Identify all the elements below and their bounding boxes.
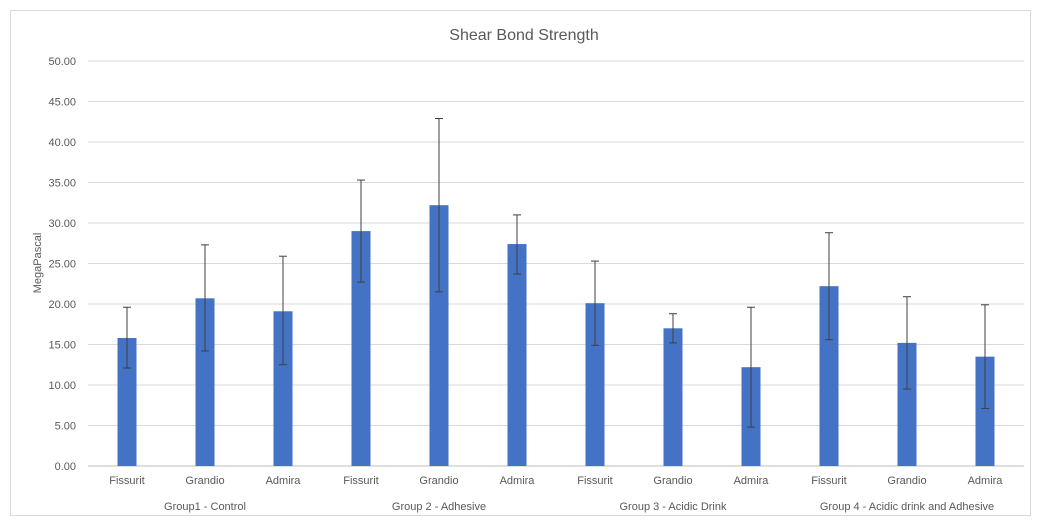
x-category-label: Admira: [968, 475, 1004, 487]
bar: [117, 338, 137, 466]
x-category-label: Grandio: [653, 475, 692, 487]
x-category-label: Fissurit: [343, 475, 378, 487]
y-tick-label: 20.00: [48, 299, 76, 311]
x-category-label: Fissurit: [577, 475, 612, 487]
bar: [195, 298, 215, 466]
y-axis-tick-labels: 0.00 5.00 10.00 15.00 20.00 25.00 30.00 35.00 40…: [48, 56, 76, 473]
x-axis-group-labels: Group1 - Control Group 2 - Adhesive Group …: [164, 501, 994, 513]
bar: [507, 244, 527, 466]
x-category-label: Admira: [734, 475, 770, 487]
bar: [351, 231, 371, 466]
x-category-label: Grandio: [185, 475, 224, 487]
y-tick-label: 50.00: [48, 56, 76, 68]
y-tick-label: 35.00: [48, 178, 76, 190]
x-category-label: Admira: [500, 475, 536, 487]
x-axis-category-labels: Fissurit Grandio Admira Fissurit Grandio Admi…: [109, 475, 1003, 487]
x-category-label: Fissurit: [811, 475, 846, 487]
bar: [897, 342, 917, 466]
x-group-label: Group1 - Control: [164, 501, 246, 513]
bar: [975, 356, 995, 466]
y-tick-label: 30.00: [48, 218, 76, 230]
y-tick-label: 5.00: [55, 421, 76, 433]
bar: [663, 328, 683, 466]
x-group-label: Group 2 - Adhesive: [392, 501, 486, 513]
y-tick-label: 15.00: [48, 340, 76, 352]
bar: [585, 303, 605, 466]
bars: [117, 205, 995, 466]
y-axis-title: MegaPascal: [32, 233, 44, 294]
x-group-label: Group 4 - Acidic drink and Adhesive: [820, 501, 994, 513]
x-category-label: Fissurit: [109, 475, 144, 487]
chart-title: Shear Bond Strength: [449, 27, 598, 44]
y-tick-label: 45.00: [48, 97, 76, 109]
error-bars: [123, 118, 989, 428]
x-group-label: Group 3 - Acidic Drink: [620, 501, 727, 513]
gridlines: [88, 60, 1024, 467]
x-category-label: Admira: [266, 475, 302, 487]
y-tick-label: 0.00: [55, 461, 76, 473]
x-category-label: Grandio: [887, 475, 926, 487]
y-tick-label: 25.00: [48, 259, 76, 271]
y-tick-label: 10.00: [48, 380, 76, 392]
x-category-label: Grandio: [419, 475, 458, 487]
y-tick-label: 40.00: [48, 137, 76, 149]
bar: [819, 286, 839, 466]
bar: [273, 311, 293, 466]
bar: [429, 205, 449, 466]
